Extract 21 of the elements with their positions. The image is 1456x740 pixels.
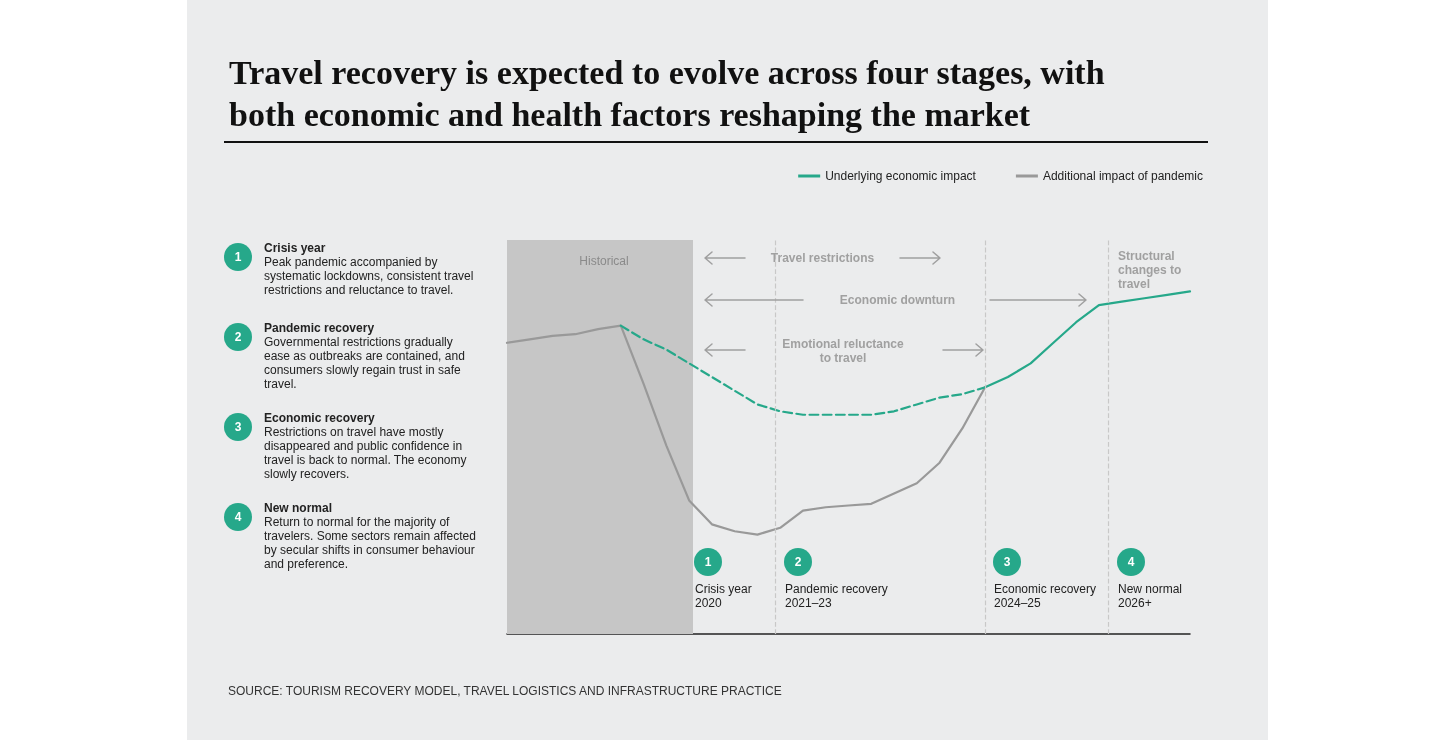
- text: Governmental restrictions gradually ease as outbreaks are contained, and consumers slowly regain trust in safe travel.: [264, 335, 466, 391]
- text: Crisis year: [264, 241, 327, 255]
- annotation: Crisis year 2020: [695, 582, 753, 610]
- annotation: Economic recovery 2024–25: [994, 582, 1098, 610]
- text: Historical: [578, 254, 630, 268]
- chart-title: Travel recovery is expected to evolve across four stages, with both economic and health factors reshaping the market: [229, 53, 1114, 133]
- annotation: Emotional reluctance to travel: [781, 337, 905, 365]
- legend-label: Additional impact of pandemic: [1042, 169, 1203, 183]
- text: Restrictions on travel have mostly disappeared and public confidence in travel is back to normal. The economy slowly recovers.: [264, 425, 468, 481]
- text: Economic recovery: [264, 411, 376, 425]
- text: Pandemic recovery: [264, 321, 376, 335]
- text: New normal: [264, 501, 333, 515]
- text: Structural changes to travel: [1118, 249, 1183, 291]
- text: Travel restrictions: [769, 251, 876, 265]
- source-note: SOURCE: TOURISM RECOVERY MODEL, TRAVEL LOGISTICS AND INFRASTRUCTURE PRACTICE: [228, 684, 783, 698]
- text: Peak pandemic accompanied by systematic lockdowns, consistent travel restrictions and reluctance to travel.: [264, 255, 475, 297]
- annotation: Pandemic recovery 2021–23: [785, 582, 889, 610]
- annotation: New normal 2026+: [1118, 582, 1184, 610]
- text: Return to normal for the majority of travelers. Some sectors remain affected by secular shifts in consumer behaviour and preference.: [264, 515, 477, 571]
- legend-label: Underlying economic impact: [825, 169, 977, 183]
- annotation: Economic downturn: [838, 293, 957, 307]
